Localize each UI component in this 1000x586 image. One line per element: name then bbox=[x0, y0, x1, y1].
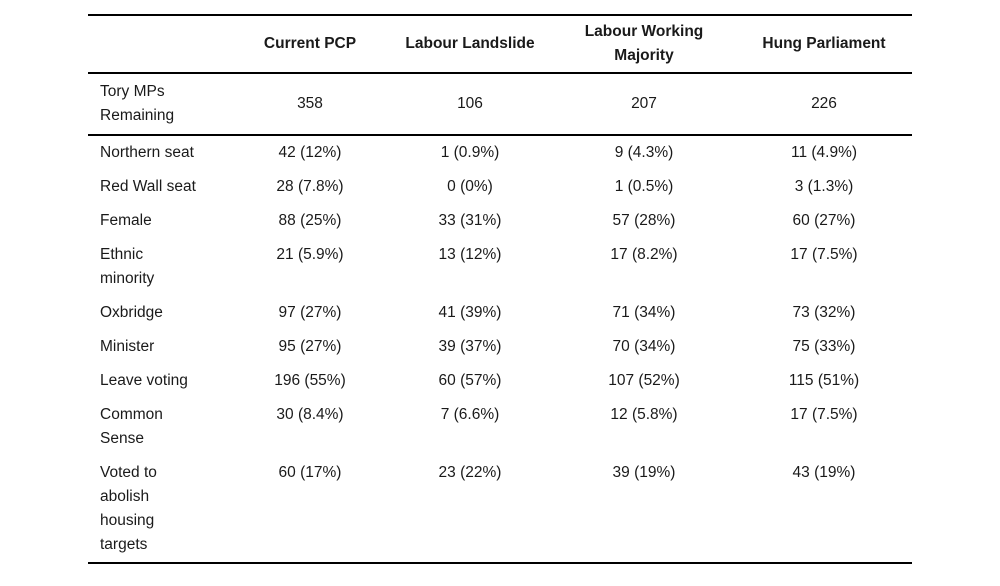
table-row: Ethnic minority 21 (5.9%) 13 (12%) 17 (8.2%… bbox=[88, 238, 912, 296]
row-value: 12 (5.8%) bbox=[610, 406, 678, 423]
row-label: Voted to abolish housing targets bbox=[100, 464, 157, 553]
row-label: Tory MPs Remaining bbox=[88, 73, 232, 136]
row-value: 17 (8.2%) bbox=[610, 246, 678, 263]
row-value: 73 (32%) bbox=[792, 304, 856, 321]
row-value: 7 (6.6%) bbox=[440, 406, 500, 423]
row-value: 196 (55%) bbox=[274, 372, 346, 389]
row-value: 106 bbox=[388, 73, 552, 136]
row-label: Northern seat bbox=[100, 144, 194, 161]
header-cell-current-pcp: Current PCP bbox=[232, 14, 388, 74]
row-value: 17 (7.5%) bbox=[790, 406, 858, 423]
table-row: Oxbridge 97 (27%) 41 (39%) 71 (34%) 73 (32%) bbox=[88, 296, 912, 330]
row-value: 28 (7.8%) bbox=[276, 178, 344, 195]
row-label: Female bbox=[100, 212, 152, 229]
row-label: Ethnic minority bbox=[100, 246, 155, 287]
row-label: Minister bbox=[100, 338, 155, 355]
header-cell-labour-working-majority: Labour Working Majority bbox=[552, 14, 736, 74]
row-value: 70 (34%) bbox=[612, 338, 676, 355]
row-value: 41 (39%) bbox=[438, 304, 502, 321]
row-value: 21 (5.9%) bbox=[276, 246, 344, 263]
table-row: Common Sense 30 (8.4%) 7 (6.6%) 12 (5.8%) 17… bbox=[88, 398, 912, 456]
row-value: 1 (0.9%) bbox=[440, 144, 500, 161]
row-label: Oxbridge bbox=[100, 304, 163, 321]
row-value: 207 bbox=[552, 73, 736, 136]
table-row: Voted to abolish housing targets 60 (17%)… bbox=[88, 456, 912, 563]
row-label: Red Wall seat bbox=[100, 178, 196, 195]
row-value: 60 (17%) bbox=[278, 464, 342, 481]
row-value: 17 (7.5%) bbox=[790, 246, 858, 263]
header-cell-labour-landslide: Labour Landslide bbox=[388, 14, 552, 74]
table-body: Northern seat 42 (12%) 1 (0.9%) 9 (4.3%) 11 … bbox=[88, 135, 912, 563]
table-row-tory-mps-remaining: Tory MPs Remaining 358 106 207 226 bbox=[88, 73, 912, 136]
row-label: Common Sense bbox=[100, 406, 163, 447]
row-value: 226 bbox=[736, 73, 912, 136]
tory-mp-scenarios-table: Current PCP Labour Landslide Labour Work… bbox=[88, 14, 912, 564]
header-cell-hung-parliament: Hung Parliament bbox=[736, 14, 912, 74]
row-value: 3 (1.3%) bbox=[794, 178, 854, 195]
row-value: 11 (4.9%) bbox=[790, 144, 858, 161]
row-value: 23 (22%) bbox=[438, 464, 502, 481]
row-value: 13 (12%) bbox=[438, 246, 502, 263]
row-value: 1 (0.5%) bbox=[614, 178, 674, 195]
summary-section: Tory MPs Remaining 358 106 207 226 bbox=[88, 73, 912, 136]
row-value: 95 (27%) bbox=[278, 338, 342, 355]
row-value: 33 (31%) bbox=[438, 212, 502, 229]
row-value: 57 (28%) bbox=[612, 212, 676, 229]
row-value: 60 (27%) bbox=[792, 212, 856, 229]
row-value: 71 (34%) bbox=[612, 304, 676, 321]
row-value: 43 (19%) bbox=[792, 464, 856, 481]
table-row: Red Wall seat 28 (7.8%) 0 (0%) 1 (0.5%) 3 (1… bbox=[88, 170, 912, 204]
row-value: 9 (4.3%) bbox=[614, 144, 674, 161]
table-row: Leave voting 196 (55%) 60 (57%) 107 (52%) 11… bbox=[88, 364, 912, 398]
table-row: Female 88 (25%) 33 (31%) 57 (28%) 60 (27%) bbox=[88, 204, 912, 238]
row-value: 75 (33%) bbox=[792, 338, 856, 355]
row-value: 39 (19%) bbox=[612, 464, 676, 481]
header-row: Current PCP Labour Landslide Labour Work… bbox=[88, 14, 912, 74]
table-header: Current PCP Labour Landslide Labour Work… bbox=[88, 14, 912, 74]
header-cell-empty bbox=[88, 14, 232, 74]
row-value: 88 (25%) bbox=[278, 212, 342, 229]
row-value: 39 (37%) bbox=[438, 338, 502, 355]
row-value: 97 (27%) bbox=[278, 304, 342, 321]
row-value: 30 (8.4%) bbox=[276, 406, 344, 423]
table-row: Northern seat 42 (12%) 1 (0.9%) 9 (4.3%) 11 … bbox=[88, 135, 912, 170]
row-value: 115 (51%) bbox=[788, 372, 860, 389]
row-value: 0 (0%) bbox=[447, 178, 493, 195]
row-label: Leave voting bbox=[100, 372, 188, 389]
row-value: 60 (57%) bbox=[438, 372, 502, 389]
row-value: 107 (52%) bbox=[608, 372, 680, 389]
row-value: 358 bbox=[232, 73, 388, 136]
table-row: Minister 95 (27%) 39 (37%) 70 (34%) 75 (33%) bbox=[88, 330, 912, 364]
row-value: 42 (12%) bbox=[278, 144, 342, 161]
